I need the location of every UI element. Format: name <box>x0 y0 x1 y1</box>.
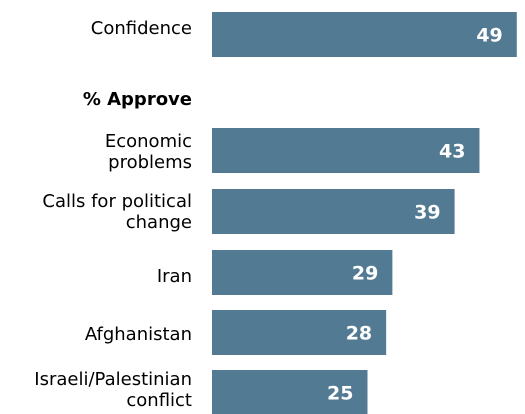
data-label-economic-problems: 43 <box>439 141 465 163</box>
category-label-israeli-palestinian-conflict: Israeli/Palestinian conflict <box>34 369 192 411</box>
data-label-calls-for-political-change: 39 <box>414 202 440 224</box>
bar-iran <box>212 250 393 295</box>
bar-economic-problems <box>212 128 480 173</box>
section-heading-approve: % Approve <box>82 89 192 110</box>
data-label-israeli-palestinian-conflict: 25 <box>327 383 353 405</box>
category-label-calls-for-political-change: Calls for political change <box>42 191 192 233</box>
bar-israeli-palestinian-conflict <box>212 370 368 414</box>
category-label-line: Confidence <box>90 18 192 39</box>
category-label-line: problems <box>108 152 192 173</box>
category-label-iran: Iran <box>157 266 192 287</box>
category-label-economic-problems: Economic problems <box>105 131 192 173</box>
category-label-line: change <box>125 212 192 233</box>
category-label-line: Afghanistan <box>84 324 192 345</box>
data-label-iran: 29 <box>352 263 378 285</box>
bar-afghanistan <box>212 310 387 355</box>
bar-confidence <box>212 12 517 57</box>
category-label-afghanistan: Afghanistan <box>85 324 192 345</box>
category-label-line: Iran <box>156 266 192 287</box>
data-label-afghanistan: 28 <box>346 323 372 345</box>
data-label-confidence: 49 <box>476 25 502 47</box>
category-label-confidence: Confidence <box>91 18 192 39</box>
category-label-line: Israeli/Palestinian <box>34 369 192 390</box>
bar-calls-for-political-change <box>212 189 455 234</box>
category-label-line: conflict <box>126 390 192 411</box>
category-label-line: Calls for political <box>42 191 192 212</box>
category-label-line: Economic <box>104 131 192 152</box>
